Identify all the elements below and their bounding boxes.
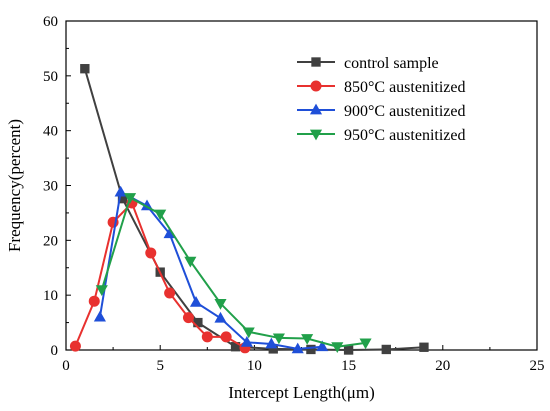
data-point bbox=[182, 312, 194, 324]
y-axis-title: Frequency(percent) bbox=[5, 119, 24, 252]
legend-marker bbox=[310, 80, 322, 92]
data-point bbox=[163, 227, 176, 239]
data-point bbox=[164, 287, 176, 299]
y-tick-label: 50 bbox=[43, 69, 58, 85]
x-tick-label: 20 bbox=[435, 358, 450, 374]
series-line bbox=[74, 201, 246, 349]
data-point bbox=[201, 331, 213, 343]
x-tick-label: 25 bbox=[530, 358, 545, 374]
legend: control sample 850°C austenitized 900°C au… bbox=[297, 55, 465, 144]
data-point bbox=[214, 311, 227, 323]
data-point bbox=[124, 193, 137, 204]
y-tick-label: 10 bbox=[43, 288, 58, 304]
data-point bbox=[69, 340, 81, 352]
legend-label: control sample bbox=[344, 55, 439, 72]
y-axis: 0 10 20 30 40 50 60 bbox=[43, 14, 71, 359]
plot-frame bbox=[65, 20, 538, 351]
data-point bbox=[184, 256, 197, 268]
data-point bbox=[93, 310, 106, 322]
data-point bbox=[359, 338, 372, 350]
data-point bbox=[220, 331, 232, 343]
data-point bbox=[154, 209, 167, 221]
x-tick-label: 0 bbox=[62, 358, 70, 374]
data-point bbox=[145, 247, 157, 259]
y-tick-label: 0 bbox=[51, 343, 59, 359]
legend-item: 950°C austenitized bbox=[297, 127, 465, 144]
x-tick-label: 5 bbox=[156, 358, 164, 374]
data-point bbox=[214, 298, 227, 310]
data-point bbox=[419, 342, 429, 352]
legend-label: 950°C austenitized bbox=[344, 127, 465, 144]
x-axis-title: Intercept Length(μm) bbox=[228, 383, 374, 402]
legend-label: 850°C austenitized bbox=[344, 79, 465, 96]
data-point bbox=[343, 345, 354, 355]
y-tick-label: 20 bbox=[43, 233, 58, 249]
legend-item: 850°C austenitized bbox=[297, 79, 465, 96]
series-line bbox=[83, 68, 425, 352]
legend-marker bbox=[309, 103, 323, 115]
data-point bbox=[272, 333, 285, 345]
data-point bbox=[189, 295, 203, 307]
x-tick-label: 10 bbox=[247, 358, 262, 374]
legend-marker bbox=[309, 129, 323, 141]
series-layer bbox=[69, 64, 429, 355]
data-point bbox=[268, 344, 278, 354]
data-point bbox=[306, 344, 316, 355]
data-point bbox=[114, 185, 127, 197]
data-point bbox=[242, 327, 255, 339]
x-tick-label: 15 bbox=[341, 358, 356, 374]
series-line bbox=[100, 196, 366, 348]
data-point bbox=[88, 295, 100, 307]
data-point bbox=[265, 337, 278, 349]
data-point bbox=[230, 342, 241, 352]
y-tick-label: 30 bbox=[43, 179, 58, 195]
data-point bbox=[291, 342, 304, 354]
data-point bbox=[95, 285, 108, 297]
data-point bbox=[117, 193, 128, 204]
series-line bbox=[98, 190, 323, 350]
y-tick-label: 60 bbox=[43, 14, 58, 30]
plot-border bbox=[65, 20, 538, 351]
legend-item: 900°C austenitized bbox=[297, 103, 465, 120]
legend-marker bbox=[311, 57, 321, 67]
data-point bbox=[301, 334, 314, 345]
data-point bbox=[240, 335, 253, 347]
data-point bbox=[316, 340, 329, 352]
y-tick-label: 40 bbox=[43, 124, 58, 140]
legend-label: 900°C austenitized bbox=[344, 103, 465, 120]
data-point bbox=[80, 64, 90, 74]
data-point bbox=[381, 344, 391, 355]
data-point bbox=[193, 317, 203, 328]
data-point bbox=[331, 342, 344, 354]
legend-item: control sample bbox=[297, 55, 439, 72]
series-4 bbox=[95, 193, 372, 354]
